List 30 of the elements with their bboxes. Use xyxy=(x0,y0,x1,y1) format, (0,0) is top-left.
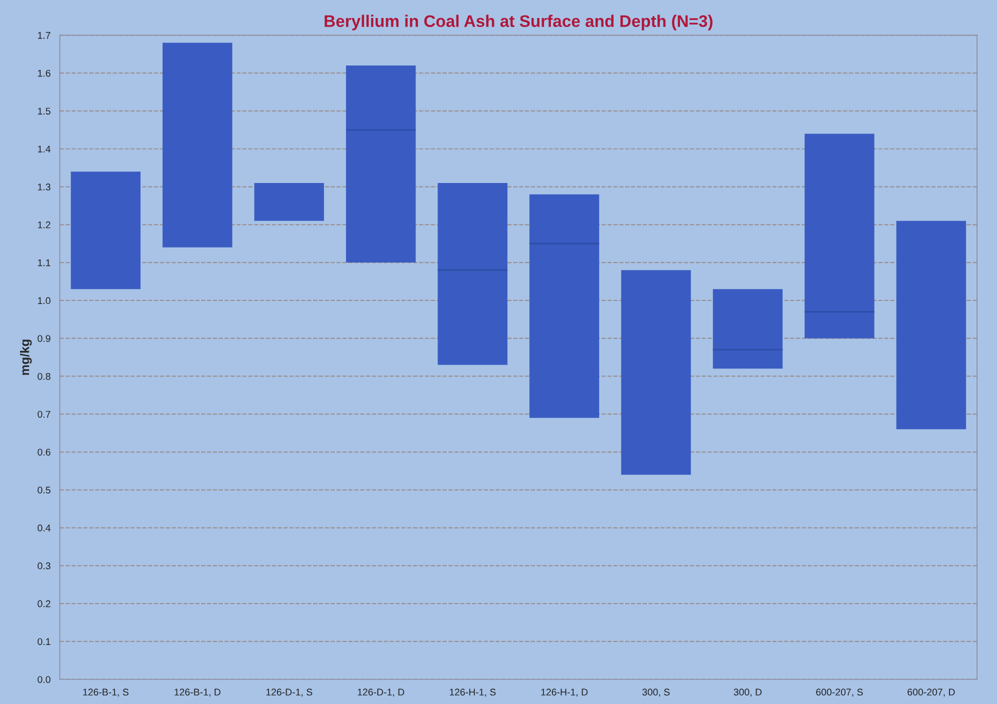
x-tick-label: 300, D xyxy=(734,688,762,697)
y-tick-label: 1.6 xyxy=(38,70,50,77)
y-tick-label: 1.7 xyxy=(38,32,50,39)
x-tick-label: 126-H-1, D xyxy=(541,688,588,697)
y-tick-label: 0.3 xyxy=(38,562,50,570)
x-tick-label: 126-D-1, S xyxy=(266,688,312,697)
y-tick-label: 0.1 xyxy=(38,638,50,646)
y-tick-label: 1.3 xyxy=(38,184,50,190)
y-tick-label: 1.1 xyxy=(38,259,50,266)
x-tick-label: 600-207, S xyxy=(816,688,863,697)
chart-title: Beryllium in Coal Ash at Surface and Depth (N=3) xyxy=(324,14,712,30)
y-tick-label: 0.9 xyxy=(38,335,50,342)
y-tick-label: 1.2 xyxy=(38,221,50,228)
y-tick-label: 0.4 xyxy=(38,524,51,532)
y-tick-label: 0.0 xyxy=(38,676,50,683)
x-tick-label: 126-B-1, D xyxy=(174,688,220,697)
y-tick-label: 0.7 xyxy=(38,410,50,418)
x-tick-label: 600-207, D xyxy=(908,688,955,697)
x-tick-label: 126-H-1, S xyxy=(450,688,496,697)
y-tick-label: 1.4 xyxy=(38,146,51,152)
y-tick-label: 0.8 xyxy=(38,372,50,380)
y-tick-label: 1.0 xyxy=(38,297,50,304)
y-axis-title: mg/kg xyxy=(20,340,32,375)
x-tick-label: 300, S xyxy=(642,688,670,697)
y-tick-label: 0.5 xyxy=(38,486,50,494)
y-tick-label: 1.5 xyxy=(38,108,50,115)
y-tick-label: 0.2 xyxy=(38,600,50,608)
x-tick-label: 126-D-1, D xyxy=(358,688,404,697)
x-tick-label: 126-B-1, S xyxy=(83,688,128,697)
y-tick-label: 0.6 xyxy=(38,448,50,456)
